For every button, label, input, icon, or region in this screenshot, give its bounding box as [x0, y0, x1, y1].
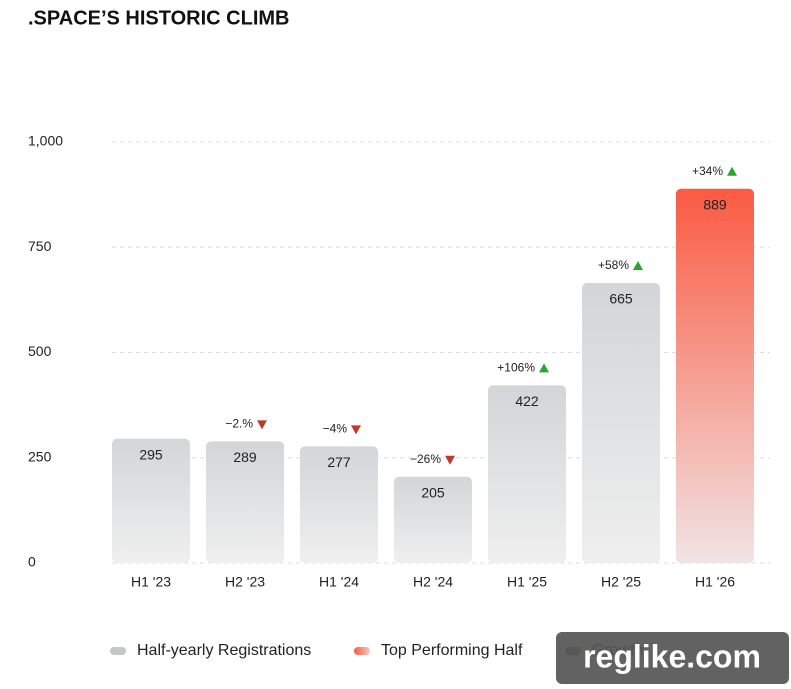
chart-title: .SPACE’S HISTORIC CLIMB [28, 7, 290, 29]
growth-arrow [257, 420, 267, 430]
watermark-bg [556, 632, 789, 684]
value-label: 422 [515, 393, 539, 409]
bar [206, 441, 284, 563]
value-label: 665 [609, 291, 633, 307]
bar [300, 446, 378, 563]
growth-arrow [633, 261, 643, 271]
x-tick-label: H2 '24 [413, 574, 453, 590]
y-tick-label: 500 [28, 343, 52, 359]
value-label: 277 [327, 454, 351, 470]
y-tick-label: 0 [28, 554, 36, 570]
x-tick-label: H1 '25 [507, 574, 547, 590]
y-tick-label: 1,000 [28, 133, 63, 149]
legend-label: Half-yearly Registrations [137, 642, 311, 659]
x-tick-label: H2 '25 [601, 574, 641, 590]
x-tick-label: H1 '24 [319, 574, 359, 590]
bar [582, 283, 660, 563]
bar [394, 476, 472, 563]
legend-swatch [354, 647, 370, 655]
bar [488, 385, 566, 563]
y-tick-label: 750 [28, 238, 52, 254]
bar [676, 188, 754, 563]
bar [112, 438, 190, 563]
growth-label: −2.% [225, 417, 253, 431]
growth-arrow [351, 425, 361, 435]
value-label: 289 [233, 449, 257, 465]
legend-swatch [110, 647, 126, 655]
x-tick-label: H1 '26 [695, 574, 735, 590]
growth-arrow [539, 363, 549, 373]
legend-label: Top Performing Half [381, 642, 523, 659]
x-tick-label: H1 '23 [131, 574, 171, 590]
x-tick-label: H2 '23 [225, 574, 265, 590]
value-label: 295 [139, 447, 163, 463]
growth-label: +58% [598, 258, 629, 272]
growth-label: −4% [323, 422, 348, 436]
growth-label: +106% [497, 361, 535, 375]
growth-label: −26% [410, 452, 441, 466]
value-label: 205 [421, 484, 445, 500]
y-tick-label: 250 [28, 448, 52, 464]
growth-arrow [727, 166, 737, 176]
value-label: 889 [703, 196, 727, 212]
growth-arrow [445, 455, 455, 465]
watermark: reglike.com [583, 638, 761, 674]
growth-label: +34% [692, 164, 723, 178]
